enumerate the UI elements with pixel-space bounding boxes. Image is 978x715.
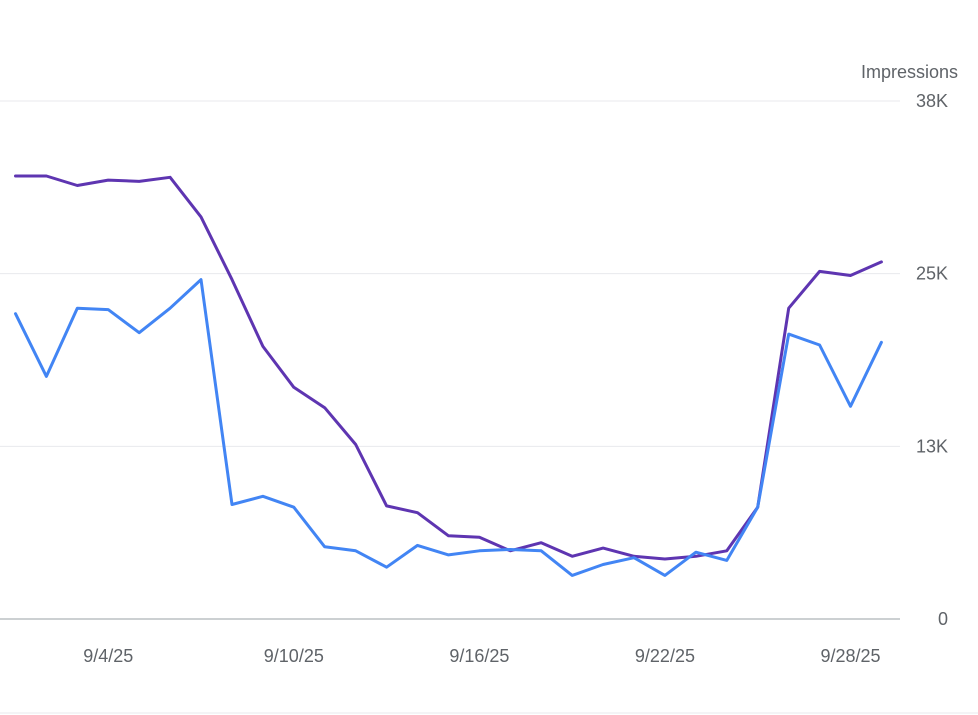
y-axis-tick-labels: 0 13K 25K 38K (916, 91, 948, 629)
series-line-2 (14, 278, 883, 577)
x-tick-label: 9/16/25 (449, 646, 509, 666)
series-lines (14, 174, 883, 577)
x-tick-label: 9/22/25 (635, 646, 695, 666)
x-axis-tick-labels: 9/4/25 9/10/25 9/16/25 9/22/25 9/28/25 (83, 646, 880, 666)
y-tick-label: 0 (938, 609, 948, 629)
y-tick-label: 25K (916, 264, 948, 284)
y-tick-label: 38K (916, 91, 948, 111)
y-tick-label: 13K (916, 436, 948, 456)
x-tick-label: 9/10/25 (264, 646, 324, 666)
series-line-1 (14, 174, 883, 561)
gridlines (0, 100, 900, 620)
x-tick-label: 9/28/25 (820, 646, 880, 666)
x-tick-label: 9/4/25 (83, 646, 133, 666)
y-axis-title: Impressions (861, 62, 958, 82)
